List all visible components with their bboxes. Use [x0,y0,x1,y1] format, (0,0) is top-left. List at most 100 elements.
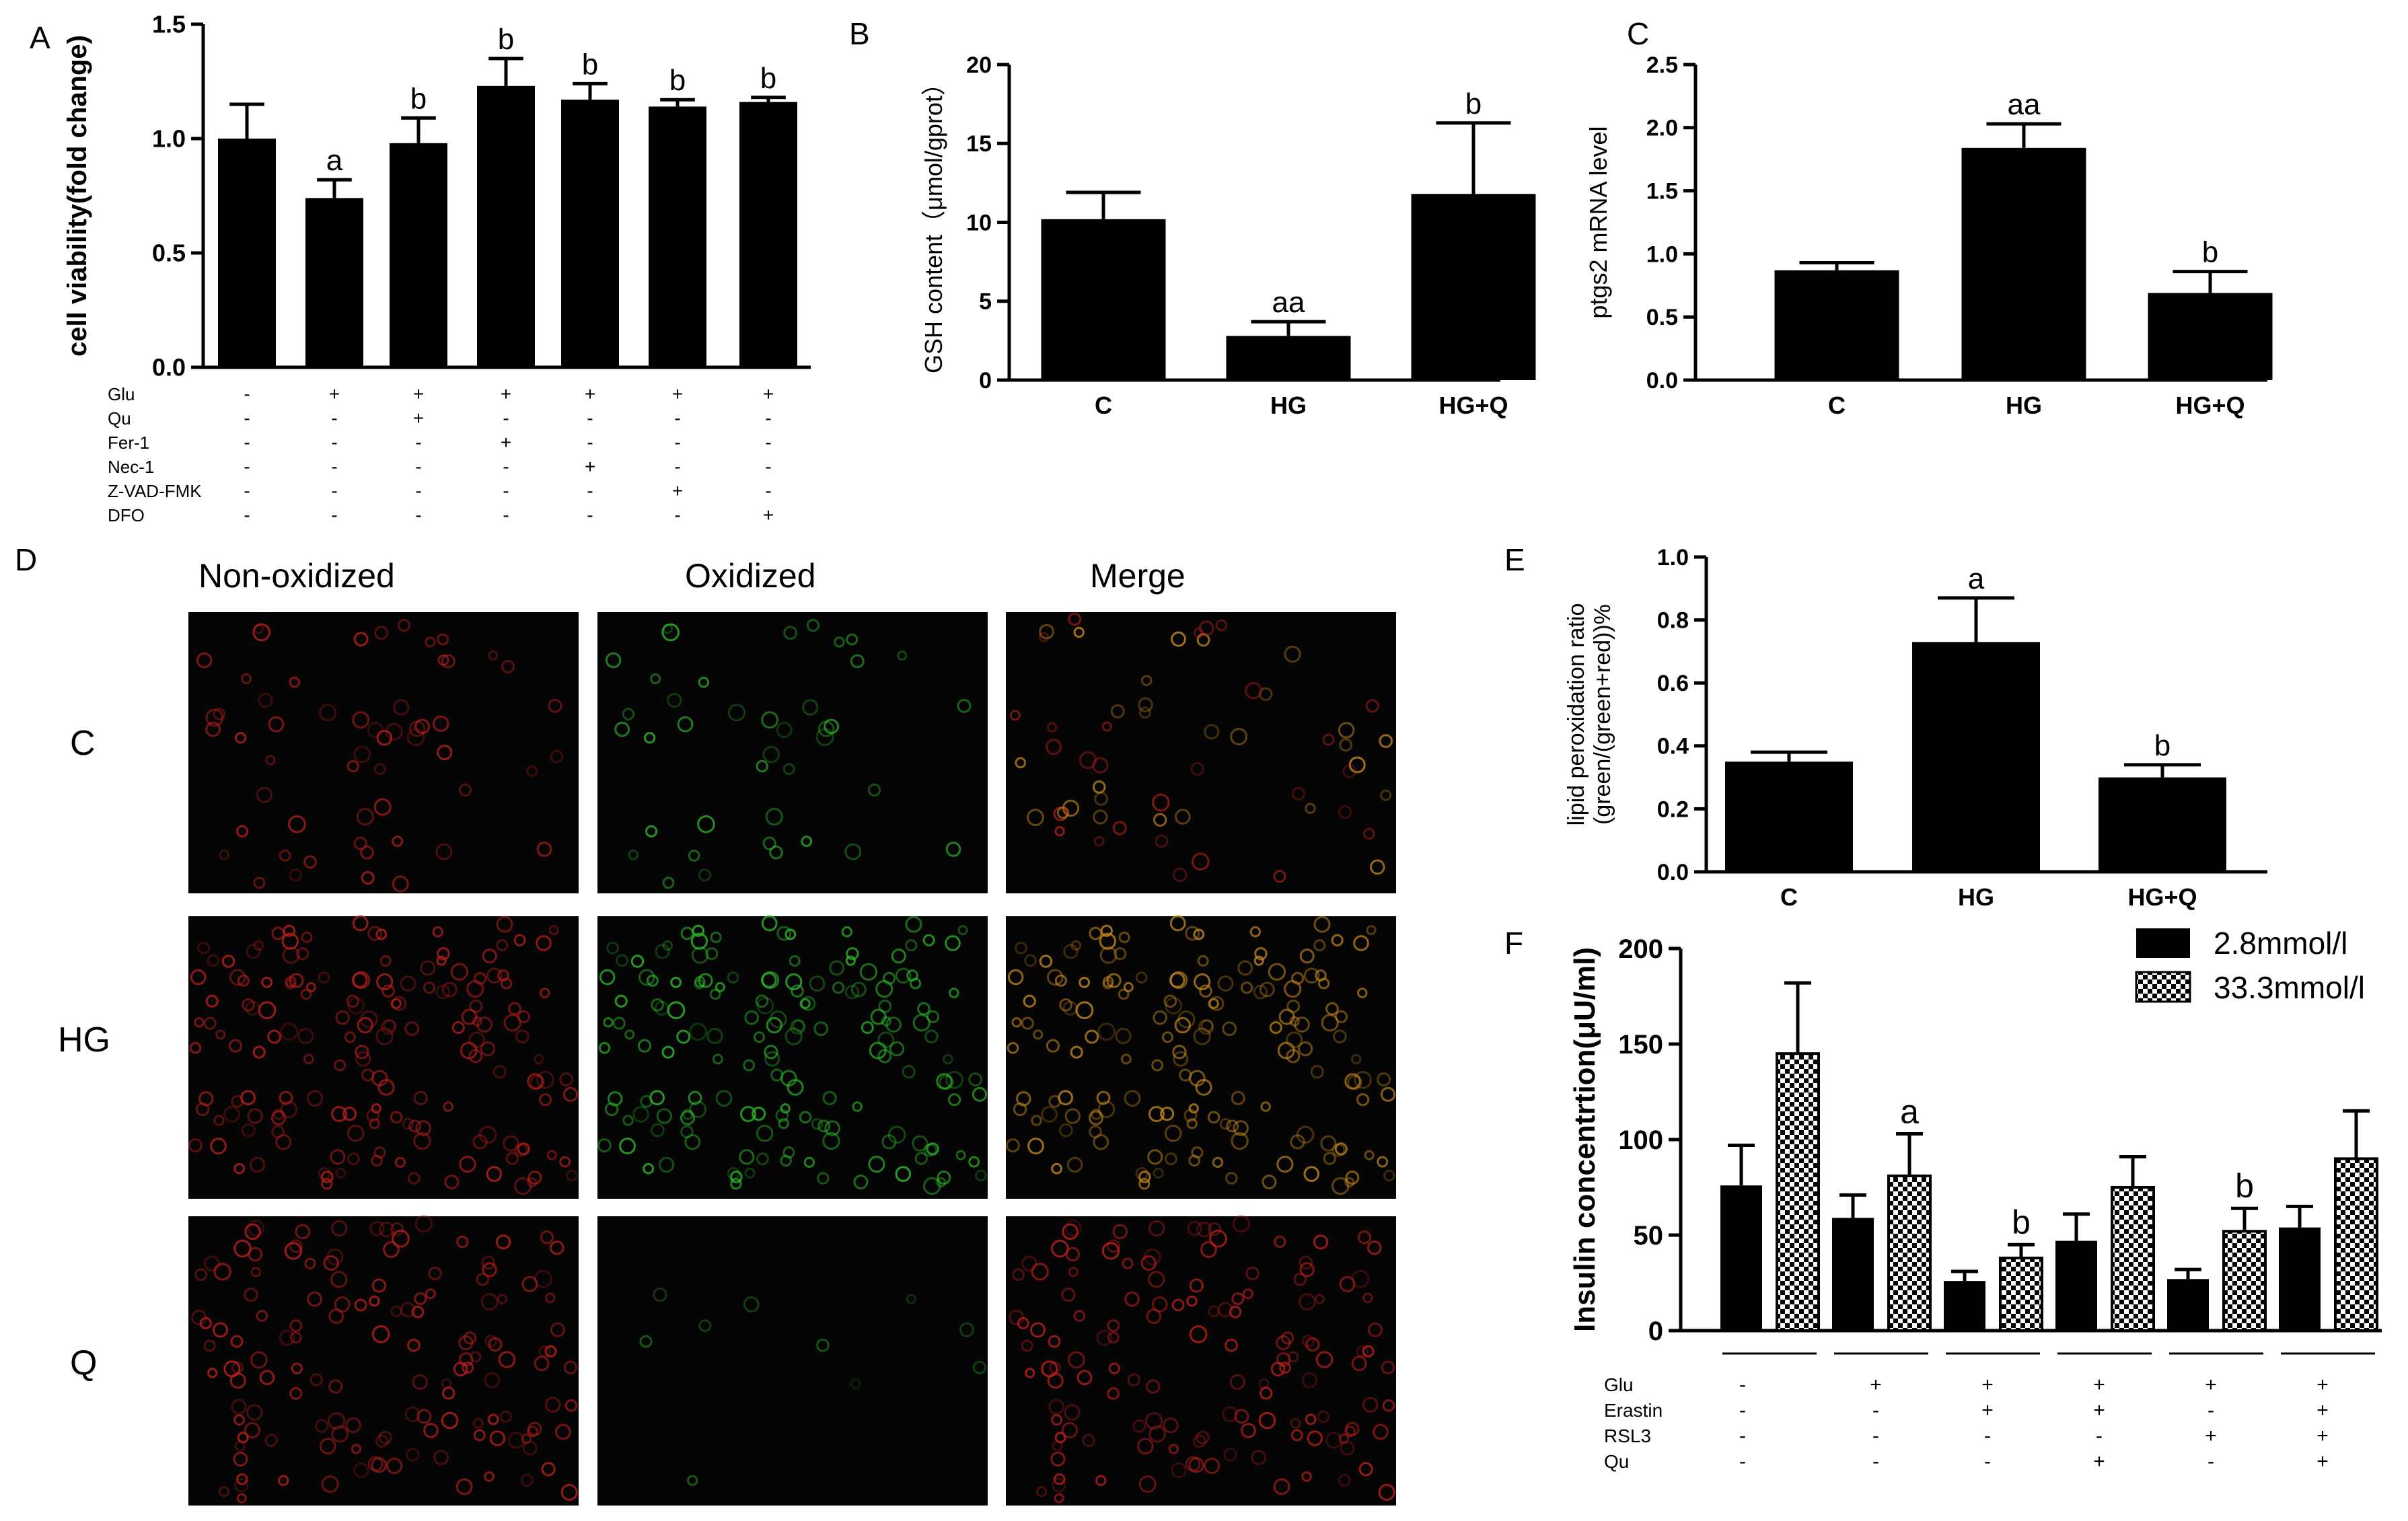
micrograph-background [597,1216,988,1506]
cell [284,1242,303,1260]
cell [861,1021,874,1035]
cell [1006,1138,1020,1153]
cell [680,1110,696,1125]
cell [469,999,483,1013]
condition-row-label: Glu [108,384,135,404]
cell [468,1049,483,1064]
cell [1339,738,1353,752]
condition-mark: - [2208,1450,2214,1473]
cell [957,925,968,936]
micrograph-background [597,612,988,893]
cell [482,1262,497,1277]
cell [643,732,656,744]
cell [791,984,804,998]
cell [1138,1171,1151,1183]
cell [244,1223,261,1240]
cell [383,1241,400,1258]
cell [1054,826,1065,837]
cell [458,1352,474,1367]
cell [694,979,705,990]
cell [522,1440,538,1456]
cell [769,1010,787,1029]
cell [285,976,297,988]
cell [1230,728,1248,745]
cell [443,1101,454,1112]
cell [1351,1356,1367,1372]
cell [1062,1223,1079,1240]
y-tick-label: 2.5 [1646,52,1678,78]
cell [1146,1308,1162,1325]
cell [1031,1115,1042,1126]
cell [1015,941,1028,955]
cell [972,1086,988,1102]
cell [550,749,564,764]
cell [252,1045,266,1059]
cell [769,845,783,860]
cell [1163,994,1177,1008]
cell [550,1322,565,1337]
cell [662,877,675,889]
cell [323,1255,339,1271]
cell [906,969,918,981]
condition-mark: - [1739,1374,1746,1396]
cell [1199,984,1212,998]
y-tick-label: 10 [966,210,992,235]
cell [406,1448,420,1462]
cell [318,1166,331,1181]
cell [688,849,700,862]
cell [346,994,360,1008]
cell [656,1108,672,1124]
cell [1138,1475,1157,1493]
cell [407,1338,421,1352]
cell [1112,1224,1128,1240]
cell [1222,1021,1237,1037]
cell [1364,1150,1375,1160]
cell [1192,852,1210,871]
cell [1331,934,1344,947]
cell [1338,1434,1350,1444]
cell [622,708,635,720]
cell [715,1090,733,1107]
cell [270,1110,287,1125]
cell [1163,1417,1179,1434]
cell [249,1156,266,1173]
cell [306,1090,324,1107]
cell [360,845,374,860]
cell [353,1462,369,1479]
cell [1023,994,1036,1008]
cell [1102,976,1114,988]
cell [1089,926,1103,940]
condition-mark: - [244,480,250,501]
cell [256,1310,268,1322]
panel-letter-e: E [1504,542,1525,577]
cell [783,626,798,640]
cell [235,825,249,838]
cell [295,1224,311,1240]
cell [267,1029,282,1044]
cell [353,836,367,850]
cell [1299,949,1315,964]
cell [936,1177,947,1188]
cell [628,849,639,860]
charts-layer: 0.0 0.5 1.0 1.5 a b b b b b cell viability(fold ch… [63,11,2382,1473]
cell [1168,1444,1179,1454]
cell [244,1287,258,1302]
cell [1333,1029,1347,1043]
cell [291,1362,303,1374]
cell [792,1019,805,1033]
cell [698,973,713,988]
micrograph-background [1006,916,1396,1199]
y-tick-label: 0.8 [1657,608,1689,634]
cell [1193,1027,1211,1045]
y-tick-label: 0.5 [1646,305,1678,330]
cell [1249,926,1262,938]
y-axis-label: (green/(green+red))% [1590,604,1615,825]
cell [1169,915,1186,932]
cell [712,1053,723,1065]
condition-mark: - [765,408,771,429]
cell [667,1001,686,1020]
cell [478,1125,497,1144]
cell [1313,916,1331,933]
cell [392,996,407,1011]
bar [561,100,619,367]
